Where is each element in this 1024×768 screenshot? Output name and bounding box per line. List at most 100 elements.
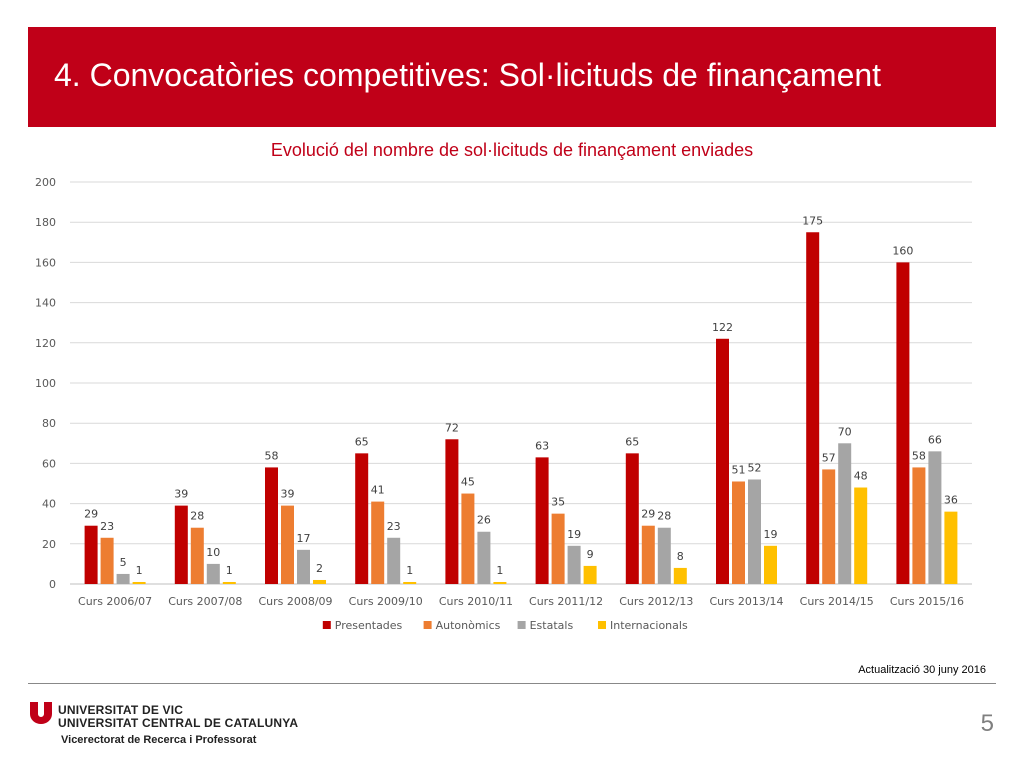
- bar: [944, 511, 958, 584]
- university-name-line2: UNIVERSITAT CENTRAL DE CATALUNYA: [58, 716, 299, 730]
- x-tick-label: Curs 2011/12: [529, 595, 603, 608]
- bar: [190, 527, 204, 584]
- x-tick-label: Curs 2007/08: [168, 595, 242, 608]
- data-label: 19: [764, 528, 778, 541]
- legend-swatch: [517, 621, 526, 629]
- data-label: 63: [535, 439, 549, 452]
- bar: [535, 457, 549, 584]
- y-tick-label: 0: [49, 578, 56, 591]
- data-label: 1: [136, 564, 143, 577]
- bar: [222, 581, 236, 584]
- bar: [445, 439, 459, 584]
- bar: [206, 563, 220, 584]
- bar: [912, 467, 926, 584]
- legend-swatch: [322, 621, 331, 629]
- data-label: 29: [641, 508, 655, 521]
- data-label: 28: [657, 510, 671, 523]
- bar: [583, 565, 597, 584]
- bar: [928, 451, 942, 584]
- data-label: 58: [265, 449, 279, 462]
- bar: [313, 579, 326, 584]
- legend-swatch: [598, 621, 606, 629]
- y-tick-label: 160: [35, 256, 56, 269]
- bar: [116, 573, 130, 584]
- y-tick-label: 20: [42, 538, 56, 551]
- x-tick-label: Curs 2009/10: [349, 595, 423, 608]
- data-label: 5: [120, 556, 127, 569]
- x-tick-label: Curs 2012/13: [619, 595, 693, 608]
- bar: [281, 505, 294, 584]
- data-label: 39: [281, 488, 295, 501]
- data-label: 51: [732, 463, 746, 476]
- title-banner: 4. Convocatòries competitives: Sol·licit…: [28, 27, 996, 127]
- data-label: 10: [206, 546, 220, 559]
- data-label: 1: [406, 564, 413, 577]
- data-label: 23: [387, 520, 401, 533]
- bar: [84, 525, 98, 584]
- data-label: 48: [854, 470, 868, 483]
- x-tick-label: Curs 2006/07: [78, 595, 152, 608]
- bar: [748, 479, 761, 584]
- bar: [822, 469, 836, 584]
- bar: [477, 531, 491, 584]
- data-label: 72: [445, 421, 459, 434]
- y-tick-label: 200: [35, 176, 56, 189]
- data-label: 26: [477, 514, 491, 527]
- data-label: 41: [371, 484, 385, 497]
- bar: [403, 581, 417, 584]
- bar: [100, 537, 114, 584]
- data-label: 2: [316, 562, 323, 575]
- legend-label: Estatals: [530, 619, 574, 632]
- vicerectorat-label: Vicerectorat de Recerca i Professorat: [61, 734, 257, 746]
- page-number: 5: [980, 710, 994, 737]
- y-tick-label: 100: [35, 377, 56, 390]
- bar: [764, 545, 777, 584]
- bar: [297, 549, 310, 584]
- legend-label: Presentades: [335, 619, 403, 632]
- data-label: 35: [551, 496, 565, 509]
- y-tick-label: 120: [35, 337, 56, 350]
- bar: [806, 232, 820, 584]
- x-tick-label: Curs 2014/15: [800, 595, 874, 608]
- bar: [657, 527, 671, 584]
- data-label: 58: [912, 449, 926, 462]
- legend-label: Autonòmics: [436, 619, 501, 632]
- legend-label: Internacionals: [610, 619, 688, 632]
- data-label: 8: [677, 550, 684, 563]
- university-name-line1: UNIVERSITAT DE VIC: [58, 703, 184, 717]
- data-label: 36: [944, 494, 958, 507]
- data-label: 29: [84, 508, 98, 521]
- data-label: 39: [174, 488, 188, 501]
- chart-title: Evolució del nombre de sol·licituds de f…: [270, 140, 754, 160]
- data-label: 19: [567, 528, 581, 541]
- bar: [896, 262, 910, 584]
- y-tick-label: 140: [35, 297, 56, 310]
- bar: [174, 505, 188, 584]
- data-label: 9: [587, 548, 594, 561]
- bar: [567, 545, 581, 584]
- data-label: 23: [100, 520, 114, 533]
- x-tick-label: Curs 2013/14: [709, 595, 783, 608]
- data-label: 175: [802, 214, 823, 227]
- x-tick-label: Curs 2008/09: [258, 595, 332, 608]
- bar: [673, 567, 687, 584]
- bar: [641, 525, 655, 584]
- bar-chart: 0 20 40 60 80 100 120 140 160 180 200 Curs 2006/07 2…: [35, 176, 972, 632]
- data-label: 52: [748, 461, 762, 474]
- bar: [265, 467, 278, 584]
- legend-swatch: [423, 621, 432, 629]
- data-label: 17: [297, 532, 311, 545]
- slide-title: 4. Convocatòries competitives: Sol·licit…: [54, 57, 882, 93]
- y-tick-label: 40: [42, 498, 56, 511]
- x-tick-label: Curs 2015/16: [890, 595, 964, 608]
- y-tick-label: 60: [42, 457, 56, 470]
- x-tick-label: Curs 2010/11: [439, 595, 513, 608]
- data-label: 45: [461, 476, 475, 489]
- bar: [493, 581, 507, 584]
- bar: [625, 453, 639, 584]
- footer-divider: [28, 683, 996, 684]
- update-note: Actualització 30 juny 2016: [858, 664, 986, 676]
- data-label: 70: [838, 425, 852, 438]
- bar: [716, 338, 729, 584]
- data-label: 66: [928, 433, 942, 446]
